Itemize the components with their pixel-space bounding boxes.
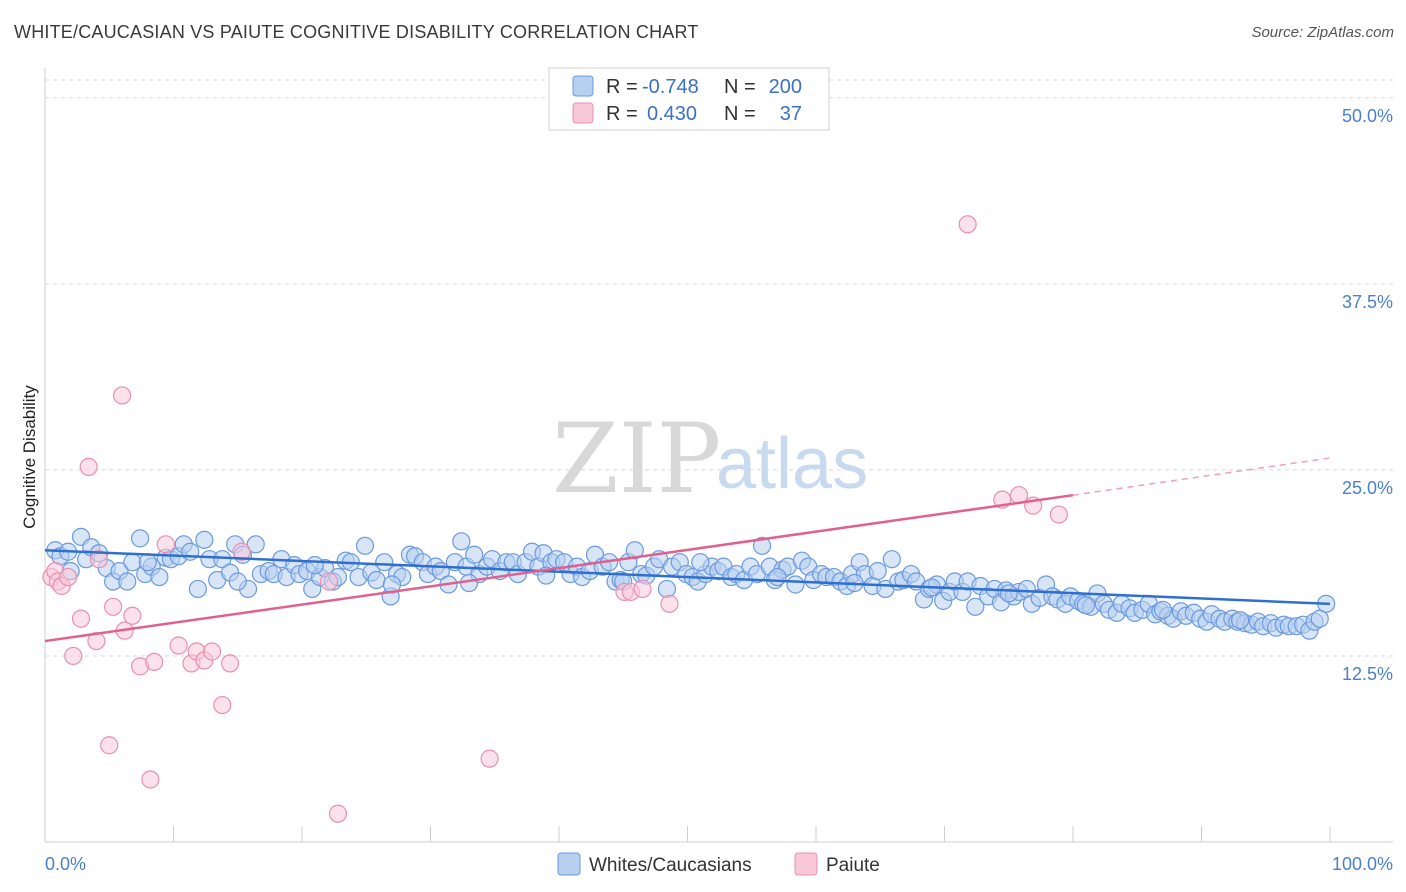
x-tick-label-1: 100.0% (1332, 854, 1393, 874)
legend-box: R = -0.748 N = 200 R = 0.430 N = 37 (548, 67, 830, 131)
point-whites-207 (768, 567, 787, 587)
point-whites-129 (882, 550, 901, 569)
point-paiute-26 (232, 542, 251, 561)
point-whites-210 (999, 584, 1018, 603)
point-whites-47 (355, 536, 375, 555)
point-paiute-4 (59, 567, 78, 587)
point-paiute-6 (71, 609, 91, 628)
point-paiute-16 (141, 770, 160, 789)
point-paiute-18 (156, 535, 175, 554)
legend-frame (548, 67, 830, 131)
legend-r-label-1: R = (606, 103, 638, 125)
point-whites-199 (138, 553, 157, 572)
legend-r-label-0: R = (606, 76, 638, 98)
point-paiute-17 (145, 652, 164, 671)
point-paiute-32 (633, 579, 652, 599)
point-whites-12 (130, 529, 150, 548)
watermark-zip: ZIP (552, 403, 721, 515)
source-label: Source: ZipAtlas.com (1251, 24, 1394, 41)
bottom-legend: Whites/Caucasians Paiute (557, 852, 880, 876)
point-paiute-19 (169, 636, 188, 655)
point-whites-89 (625, 541, 644, 560)
point-whites-142 (966, 597, 985, 616)
y-axis-label: Cognitive Disability (20, 385, 39, 529)
point-paiute-9 (89, 550, 109, 569)
point-whites-30 (246, 535, 265, 554)
bottom-legend-label-paiute: Paiute (826, 855, 880, 876)
point-whites-127 (868, 561, 887, 581)
point-whites-206 (691, 553, 710, 572)
point-whites-109 (752, 536, 772, 555)
point-whites-212 (1153, 600, 1173, 619)
point-paiute-24 (213, 695, 232, 715)
trend-line-paiute-extension (1072, 457, 1331, 496)
y-tick-label-1: 25.0% (1342, 478, 1393, 498)
point-whites-15 (150, 567, 169, 587)
point-whites-200 (228, 572, 247, 591)
point-paiute-5 (64, 646, 83, 666)
point-paiute-27 (319, 572, 339, 591)
point-whites-62 (452, 532, 471, 551)
point-whites-10 (118, 572, 137, 591)
legend-n-label-0: N = (724, 76, 756, 98)
point-paiute-7 (79, 457, 98, 477)
point-whites-22 (195, 530, 214, 549)
bottom-legend-swatch-blue (557, 852, 581, 876)
point-whites-64 (465, 545, 484, 564)
point-whites-213 (1230, 611, 1250, 630)
legend-swatch-blue (572, 75, 594, 97)
point-whites-11 (123, 553, 142, 572)
point-paiute-34 (958, 215, 977, 234)
trend-line-paiute (44, 493, 1074, 643)
legend-r-value-1: 0.430 (647, 103, 697, 125)
point-paiute-10 (100, 736, 119, 755)
legend-n-label-1: N = (724, 103, 756, 125)
point-paiute-14 (123, 606, 142, 625)
bottom-legend-label-whites: Whites/Caucasians (589, 855, 752, 876)
point-paiute-29 (480, 749, 499, 768)
point-whites-49 (367, 570, 386, 590)
point-paiute-25 (220, 654, 240, 673)
trend-lines (44, 457, 1331, 643)
point-whites-203 (459, 573, 479, 593)
legend-n-value-0: 200 (769, 76, 802, 98)
point-paiute-11 (104, 597, 123, 616)
bottom-legend-swatch-paiute (794, 852, 818, 876)
point-whites-201 (305, 556, 324, 575)
point-paiute-38 (1049, 505, 1068, 524)
trend-line-whites (44, 549, 1331, 606)
point-whites-211 (1076, 596, 1095, 615)
point-paiute-28 (328, 804, 348, 823)
point-paiute-23 (202, 642, 222, 661)
point-whites-50 (375, 553, 394, 572)
y-tick-label-3: 50.0% (1342, 106, 1393, 126)
watermark-atlas: atlas (716, 424, 868, 504)
point-whites-94 (657, 579, 677, 599)
point-paiute-33 (660, 594, 679, 613)
y-tick-label-2: 37.5% (1342, 292, 1393, 312)
watermark: ZIP atlas (552, 403, 868, 515)
y-tick-label-0: 12.5% (1342, 664, 1393, 684)
legend-swatch-pink (572, 102, 594, 124)
legend-r-value-0: -0.748 (642, 76, 699, 98)
legend-n-value-1: 37 (780, 103, 802, 125)
chart-title: WHITE/CAUCASIAN VS PAIUTE COGNITIVE DISA… (14, 22, 699, 42)
point-paiute-12 (112, 386, 132, 405)
tick-labels: 12.5% 25.0% 37.5% 50.0% 0.0% 100.0% (45, 106, 1393, 874)
axes (44, 68, 1393, 843)
point-whites-114 (786, 575, 805, 594)
x-tick-label-0: 0.0% (45, 854, 86, 874)
point-whites-21 (188, 579, 208, 599)
